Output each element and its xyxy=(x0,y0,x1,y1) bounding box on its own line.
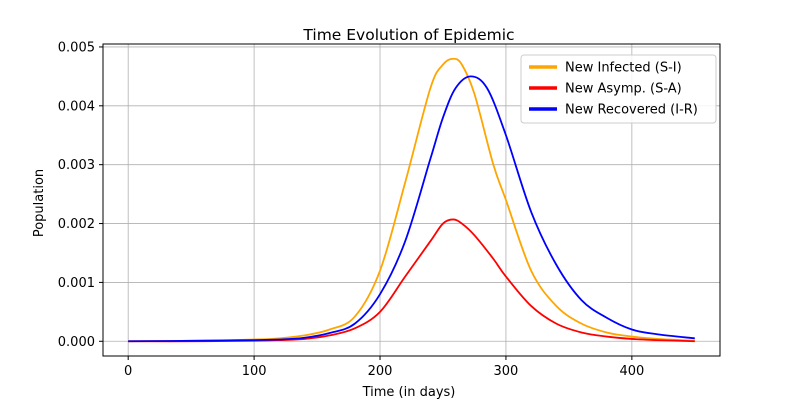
series-lines xyxy=(128,57,695,343)
series-line-1 xyxy=(128,218,695,343)
ticks: 0 100 200 300 400 0.000 0.001 0.002 0.003 0.004 0.… xyxy=(58,40,644,379)
chart-title: Time Evolution of Epidemic xyxy=(302,26,514,44)
x-tick-label: 300 xyxy=(494,364,519,379)
x-tick-label: 0 xyxy=(124,364,132,379)
y-tick-label: 0.002 xyxy=(58,217,95,232)
y-tick-label: 0.000 xyxy=(58,335,95,350)
y-tick-label: 0.001 xyxy=(58,276,95,291)
legend-box xyxy=(520,54,717,124)
y-tick-label: 0.003 xyxy=(58,158,95,173)
y-tick-label: 0.004 xyxy=(58,99,95,114)
legend-label: New Infected (S-I) xyxy=(565,61,682,76)
legend: New Infected (S-I) New Asymp. (S-A) New Re… xyxy=(520,54,717,124)
plot-frame xyxy=(102,43,721,357)
legend-label: New Recovered (I-R) xyxy=(565,103,698,118)
y-tick-label: 0.005 xyxy=(58,40,95,55)
x-axis-label: Time (in days) xyxy=(362,385,456,400)
series-line-2 xyxy=(128,75,695,343)
x-tick-label: 400 xyxy=(619,364,644,379)
y-axis-label: Population xyxy=(32,169,47,237)
x-tick-label: 200 xyxy=(368,364,393,379)
series-line-0 xyxy=(128,57,695,343)
legend-label: New Asymp. (S-A) xyxy=(565,82,682,97)
x-tick-label: 100 xyxy=(242,364,267,379)
